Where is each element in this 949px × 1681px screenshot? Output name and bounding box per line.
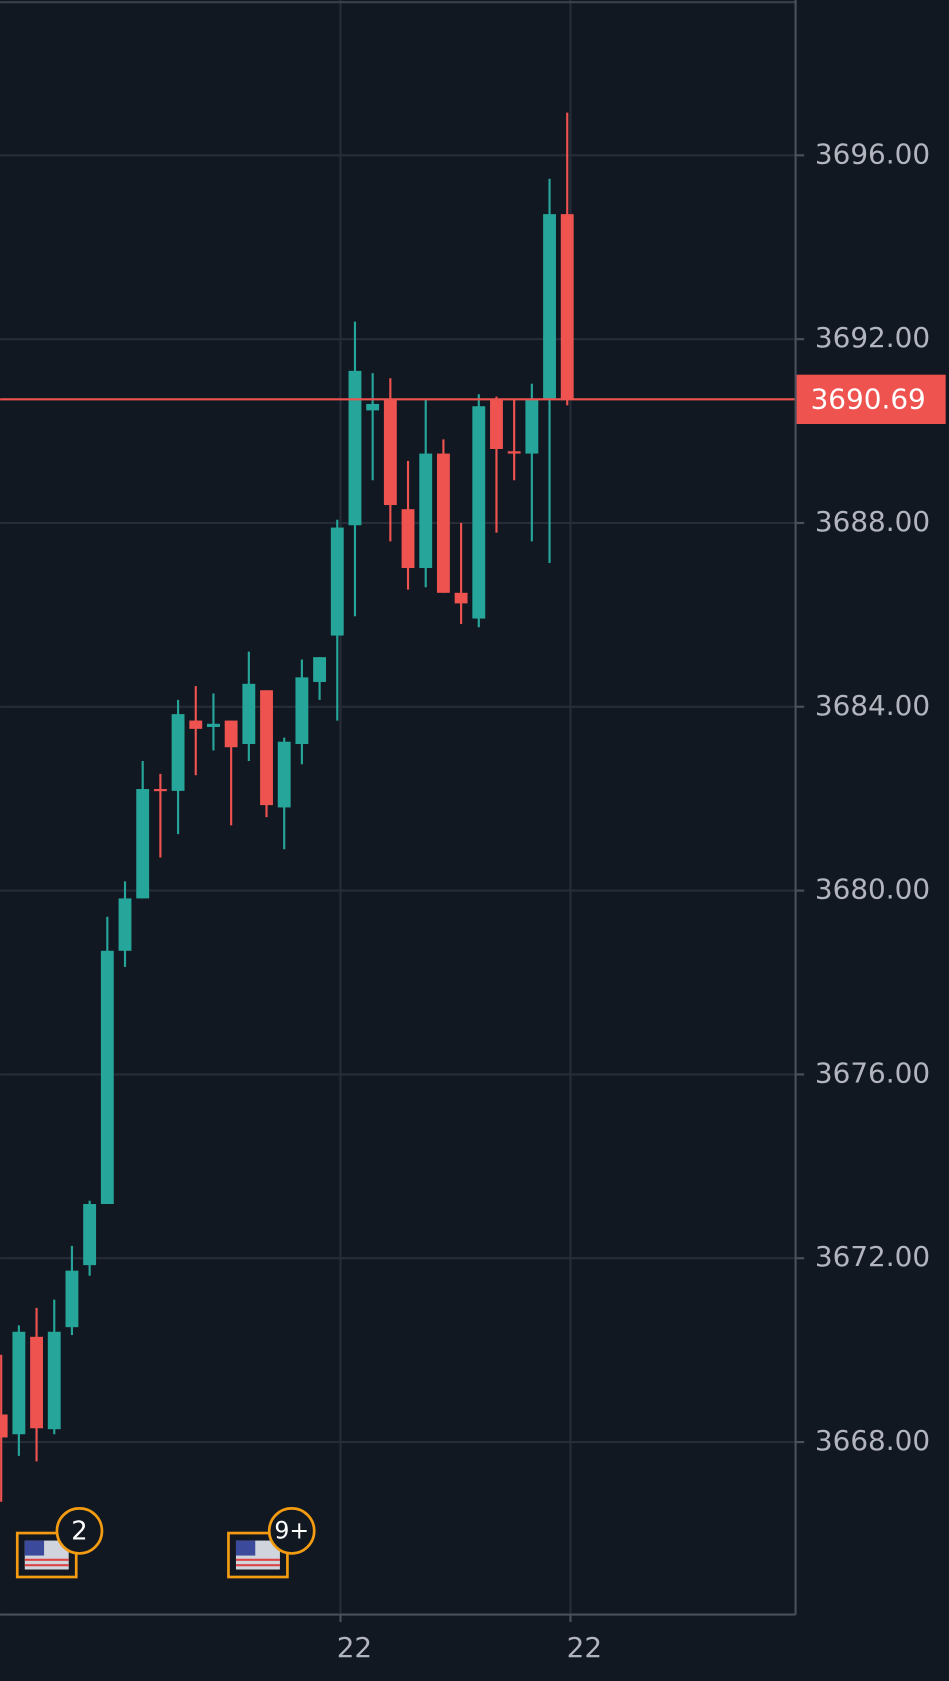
candle-body xyxy=(419,453,433,568)
y-tick-label: 3692.00 xyxy=(815,321,930,354)
candle-body xyxy=(189,720,203,729)
candle-body xyxy=(366,403,380,411)
event-badge xyxy=(267,1507,316,1555)
x-tick-label: 22 xyxy=(337,1631,372,1664)
candle-body xyxy=(260,690,273,806)
flag-canton xyxy=(24,1540,45,1556)
candle-body xyxy=(65,1270,79,1328)
candle-body xyxy=(472,406,486,619)
candle-body xyxy=(490,399,503,449)
event-badge xyxy=(55,1507,104,1555)
flag-frame xyxy=(15,1531,78,1579)
candle-body xyxy=(207,723,220,727)
candle-body xyxy=(0,1414,8,1438)
y-tick-label: 3696.00 xyxy=(815,137,930,170)
candle-body xyxy=(507,451,521,454)
event-count: 9+ xyxy=(274,1516,309,1544)
candle-body xyxy=(30,1336,43,1429)
candle-body xyxy=(348,370,362,526)
candle-body xyxy=(295,677,309,745)
y-tick-label: 3680.00 xyxy=(815,873,930,906)
event-flag[interactable]: 9+ xyxy=(227,1507,316,1579)
candle-body xyxy=(242,683,256,745)
candle-body xyxy=(277,741,291,808)
candle-body xyxy=(136,789,150,899)
flag-canton xyxy=(235,1540,256,1556)
event-flag[interactable]: 2 xyxy=(15,1507,104,1579)
y-tick-label: 3688.00 xyxy=(815,505,930,538)
last-price-badge xyxy=(795,374,946,425)
candle-body xyxy=(383,398,397,506)
candle-body xyxy=(436,453,450,593)
candle-body xyxy=(171,714,185,791)
grid xyxy=(0,0,796,1614)
y-tick-label: 3668.00 xyxy=(815,1424,930,1457)
candle-body xyxy=(118,898,132,951)
candle-body xyxy=(313,657,327,682)
candle-body xyxy=(401,509,415,568)
candle-body xyxy=(560,214,574,400)
candle-body xyxy=(454,592,468,604)
candle-body xyxy=(47,1331,61,1430)
candle-body xyxy=(330,527,344,636)
candle-body xyxy=(153,789,167,792)
y-tick-label: 3672.00 xyxy=(815,1240,930,1273)
overlay: 3668.00 3672.00 3676.00 3680.00 3684.00 3688.… xyxy=(0,137,946,1664)
y-tick-label: 3684.00 xyxy=(815,689,930,722)
candle-body xyxy=(543,214,556,400)
candles xyxy=(0,112,574,1502)
candle-body xyxy=(83,1204,97,1266)
event-count: 2 xyxy=(71,1516,87,1546)
candle-body xyxy=(100,950,114,1205)
y-tick-label: 3676.00 xyxy=(815,1056,930,1089)
last-price-label: 3690.69 xyxy=(811,382,926,415)
x-tick-label: 22 xyxy=(567,1631,602,1664)
candle-body xyxy=(12,1331,26,1435)
flag-frame xyxy=(227,1531,289,1579)
candle-body xyxy=(224,720,238,748)
candle-body xyxy=(525,399,539,454)
